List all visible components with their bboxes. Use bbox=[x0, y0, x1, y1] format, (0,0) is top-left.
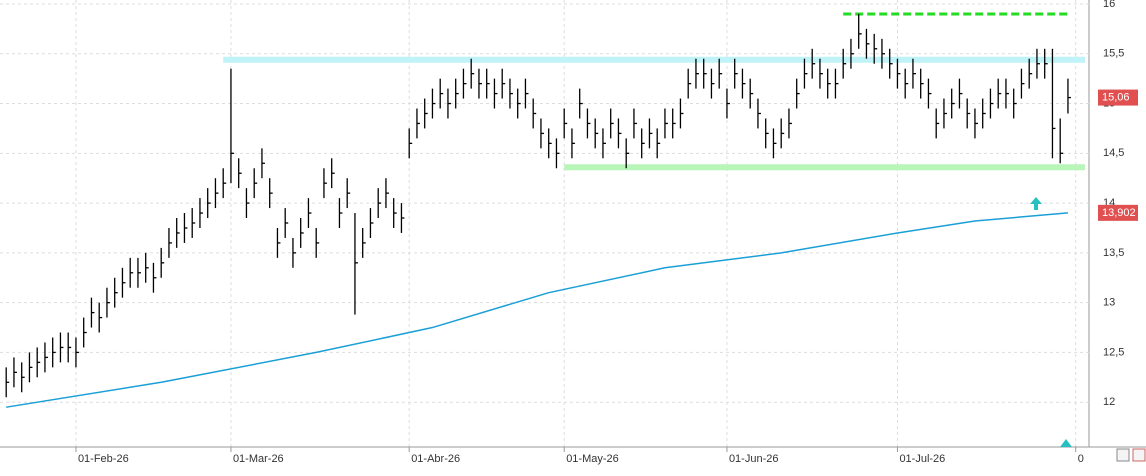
scroll-button[interactable] bbox=[1132, 448, 1146, 462]
y-tick-label: 12,5 bbox=[1103, 346, 1124, 358]
y-tick-label: 13 bbox=[1103, 297, 1115, 309]
y-tick-label: 14,5 bbox=[1103, 147, 1124, 159]
x-tick-label: 01-Jul-26 bbox=[899, 453, 945, 465]
x-tick-label: 01-Abr-26 bbox=[411, 453, 460, 465]
x-tick-label: 0 bbox=[1078, 453, 1084, 465]
y-tick-label: 15,5 bbox=[1103, 48, 1124, 60]
x-tick-label: 01-Feb-26 bbox=[78, 453, 129, 465]
moving-average bbox=[6, 212, 1069, 408]
arrow-icon bbox=[1030, 197, 1042, 210]
x-tick-label: 01-May-26 bbox=[566, 453, 619, 465]
last-value-box bbox=[1098, 204, 1138, 221]
last-value-box bbox=[1098, 89, 1138, 106]
y-tick-label: 12 bbox=[1103, 396, 1115, 408]
x-tick-label: 01-Jun-26 bbox=[729, 453, 779, 465]
marker-icon bbox=[1060, 439, 1072, 447]
y-tick-label: 13,5 bbox=[1103, 247, 1124, 259]
y-tick-label: 16 bbox=[1103, 0, 1115, 10]
last-value-label: 13,902 bbox=[1102, 207, 1136, 219]
scroll-button[interactable] bbox=[1116, 448, 1130, 462]
x-tick-label: 01-Mar-26 bbox=[233, 453, 284, 465]
last-value-label: 15,06 bbox=[1102, 91, 1130, 103]
